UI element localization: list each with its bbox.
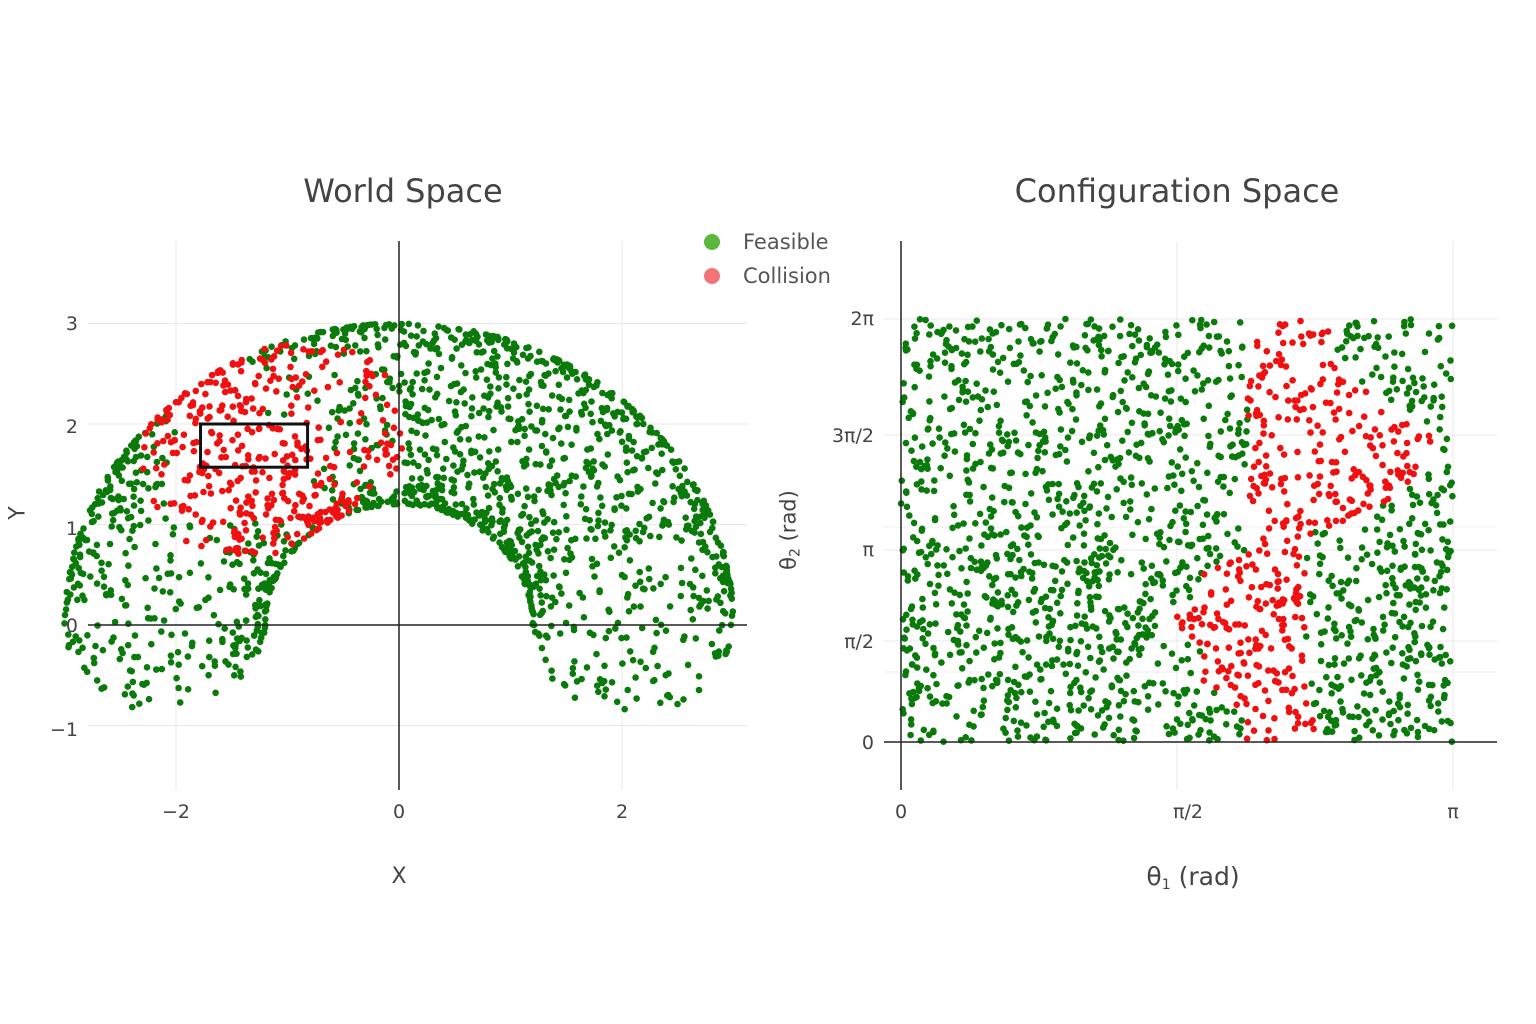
world-ytick: 2 bbox=[65, 416, 78, 438]
config-feasible-points bbox=[897, 315, 1456, 745]
legend-item-collision[interactable]: Collision bbox=[704, 259, 831, 293]
world-xaxis-title: X bbox=[391, 864, 407, 889]
config-yaxis-sub: 2 bbox=[787, 548, 804, 557]
config-xaxis-unit: (rad) bbox=[1170, 862, 1240, 891]
legend-item-feasible[interactable]: Feasible bbox=[704, 225, 831, 259]
config-ytick: 0 bbox=[861, 732, 874, 754]
config-ytick: 2π bbox=[850, 308, 874, 330]
legend-collision-marker-icon bbox=[704, 268, 720, 284]
config-yaxis-title: θ2 (rad) bbox=[777, 490, 804, 570]
world-ytick: −1 bbox=[49, 719, 78, 741]
obstacle-rectangle bbox=[199, 422, 310, 469]
world-xtick: 0 bbox=[392, 801, 406, 823]
world-xtick: 2 bbox=[615, 801, 629, 823]
world-ytick: 1 bbox=[65, 518, 78, 540]
config-xaxis-sub: 1 bbox=[1161, 877, 1171, 893]
config-ytick: 3π/2 bbox=[831, 425, 874, 447]
config-collision-points bbox=[1174, 317, 1434, 744]
legend-collision-label: Collision bbox=[743, 264, 831, 288]
legend: Feasible Collision bbox=[704, 225, 831, 293]
config-xtick: 0 bbox=[894, 801, 908, 823]
legend-feasible-marker-icon bbox=[704, 234, 720, 250]
config-yaxis-symbol: θ bbox=[776, 556, 801, 570]
legend-feasible-label: Feasible bbox=[743, 230, 829, 254]
config-xtick: π bbox=[1447, 801, 1459, 823]
config-yaxis-unit: (rad) bbox=[776, 490, 801, 549]
config-ytick: π/2 bbox=[844, 631, 874, 653]
world-xtick: −2 bbox=[161, 801, 191, 823]
world-ytick: 0 bbox=[65, 615, 78, 637]
config-ytick: π bbox=[862, 539, 874, 561]
config-xaxis-symbol: θ bbox=[1146, 862, 1162, 891]
config-xtick: π/2 bbox=[1173, 801, 1203, 823]
config-xaxis-title: θ1 (rad) bbox=[1146, 862, 1239, 893]
world-title: World Space bbox=[303, 172, 503, 210]
config-title: Configuration Space bbox=[1014, 172, 1340, 210]
world-yaxis-title: Y bbox=[5, 506, 31, 520]
world-ytick: 3 bbox=[65, 313, 78, 335]
world-feasible-points bbox=[61, 320, 737, 713]
